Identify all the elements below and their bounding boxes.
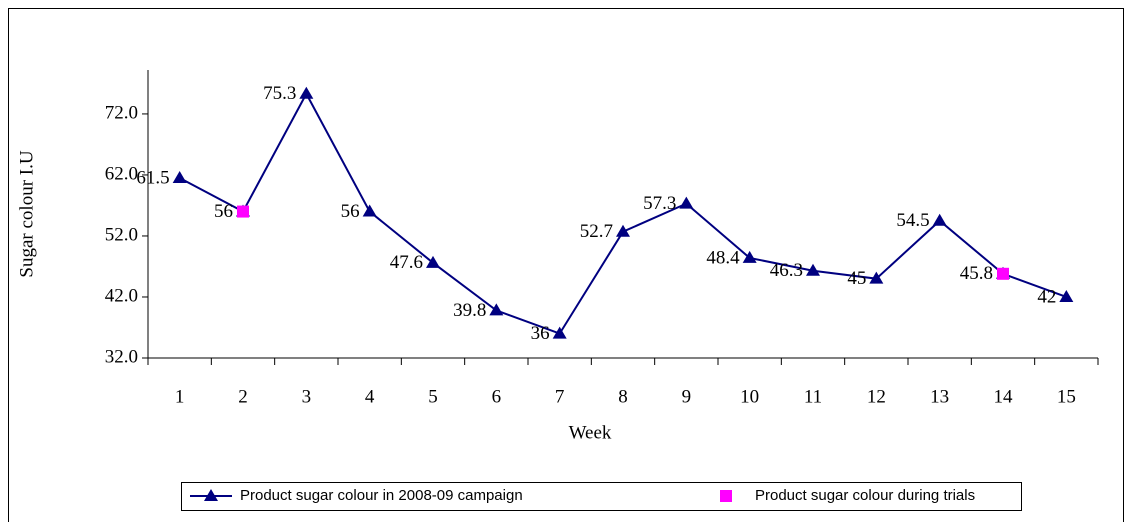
x-tick-label: 6 [492,386,502,407]
triangle-marker [299,86,314,99]
triangle-marker [362,204,377,217]
y-tick-label: 52.0 [105,224,138,245]
data-label: 42 [1037,286,1056,307]
data-label: 75.3 [263,83,296,104]
triangle-marker [616,224,630,237]
square-marker [720,490,732,502]
square-marker [997,267,1009,280]
x-tick-label: 1 [175,386,185,407]
x-tick-label: 7 [555,386,565,407]
x-tick-label: 4 [365,386,375,407]
data-label: 61.5 [136,167,169,188]
x-tick-label: 14 [994,386,1014,407]
triangle-marker [172,171,187,183]
data-label: 57.3 [643,193,676,214]
data-label: 56 [214,201,233,222]
y-tick-label: 72.0 [105,102,138,123]
triangle-marker [489,303,504,316]
data-label: 48.4 [706,247,740,268]
data-label: 39.8 [453,300,486,321]
y-tick-label: 62.0 [105,163,138,184]
data-label: 36 [531,323,550,344]
data-label: 56 [341,201,360,222]
legend-label: Product sugar colour during trials [755,487,975,504]
x-tick-label: 8 [618,386,628,407]
x-axis-title: Week [569,422,612,443]
series-line [179,91,1067,335]
x-tick-label: 15 [1057,386,1076,407]
triangle-marker [742,250,757,263]
y-axis-title: Sugar colour I.U [16,150,37,277]
legend-label: Product sugar colour in 2008-09 campaign [240,487,523,504]
data-label: 47.6 [390,252,423,273]
triangle-marker [869,271,884,284]
x-tick-label: 12 [867,386,886,407]
x-tick-label: 3 [302,386,312,407]
x-tick-label: 2 [238,386,248,407]
square-marker [237,205,249,218]
data-label: 46.3 [770,260,803,281]
x-tick-label: 10 [740,386,759,407]
data-label: 52.7 [580,221,613,242]
triangle-marker [552,326,567,339]
x-tick-label: 9 [682,386,692,407]
triangle-marker [679,196,694,209]
data-label: 45 [847,268,866,289]
data-label: 54.5 [896,210,929,231]
legend-box [181,482,1022,511]
x-tick-label: 13 [930,386,949,407]
triangle-marker [806,263,820,276]
triangle-marker [1059,289,1074,302]
x-tick-label: 5 [428,386,438,407]
chart-frame [8,8,1124,522]
triangle-marker [204,489,218,501]
x-tick-label: 11 [804,386,822,407]
triangle-marker [426,255,440,268]
triangle-marker [932,213,947,226]
y-tick-label: 32.0 [105,346,138,367]
y-tick-label: 42.0 [105,285,138,306]
data-label: 45.8 [960,263,993,284]
